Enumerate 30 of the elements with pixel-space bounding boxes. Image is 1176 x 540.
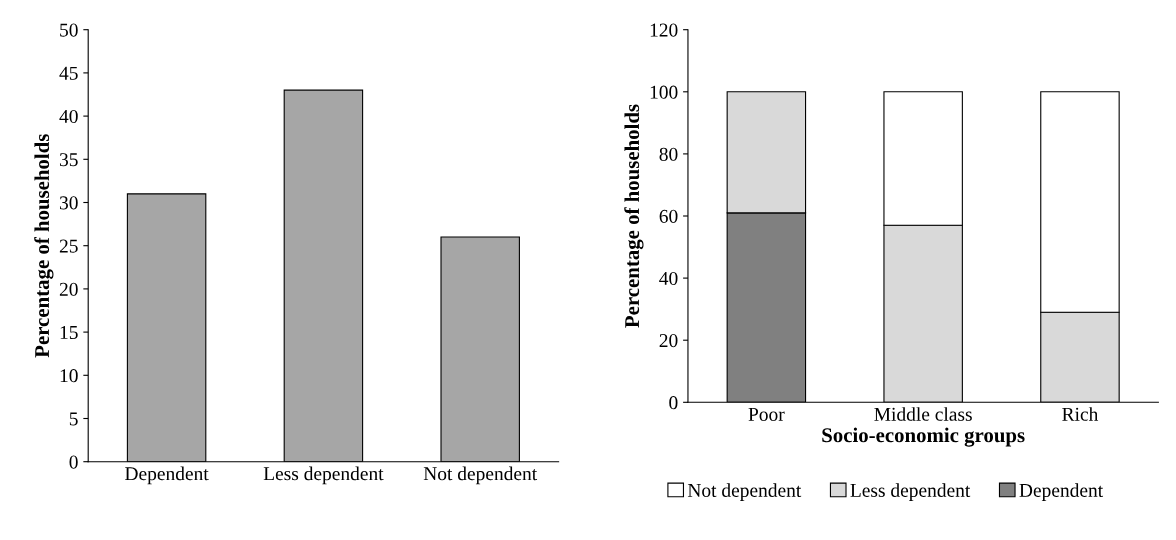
- x-tick-label: Poor: [748, 407, 785, 421]
- y-tick-label: 25: [59, 239, 78, 253]
- y-tick-label: 50: [60, 23, 78, 37]
- y-tick-label: 45: [59, 66, 78, 80]
- y-tick-label: 20: [59, 282, 78, 296]
- legend-label: Not dependent: [687, 483, 802, 501]
- legend-label: Dependent: [1019, 483, 1104, 501]
- y-tick-label: 100: [650, 85, 678, 99]
- y-tick-label: 35: [59, 153, 78, 167]
- y-tick-label: 0: [69, 455, 78, 469]
- x-tick-label: Less dependent: [263, 466, 384, 485]
- y-tick-label: 40: [59, 109, 78, 124]
- x-axis-title: Socio-economic groups: [822, 427, 1025, 447]
- x-tick-label: Middle class: [874, 407, 972, 421]
- y-axis-title: Percentage of households: [34, 134, 54, 358]
- y-tick-label: 15: [60, 326, 78, 340]
- y-tick-label: 60: [659, 209, 678, 223]
- y-tick-label: 80: [659, 147, 678, 161]
- y-tick-label: 20: [659, 334, 678, 348]
- y-tick-label: 40: [659, 271, 678, 286]
- x-tick-label: Not dependent: [423, 466, 538, 485]
- y-tick-label: 5: [69, 412, 78, 426]
- x-tick-label: Rich: [1062, 407, 1099, 421]
- y-tick-label: 10: [60, 369, 78, 383]
- y-tick-label: 30: [59, 196, 78, 210]
- y-tick-label: 0: [669, 396, 678, 410]
- y-axis-title: Percentage of households: [624, 104, 644, 328]
- y-tick-label: 120: [650, 23, 678, 37]
- x-tick-label: Dependent: [125, 466, 209, 485]
- legend-label: Less dependent: [850, 483, 971, 501]
